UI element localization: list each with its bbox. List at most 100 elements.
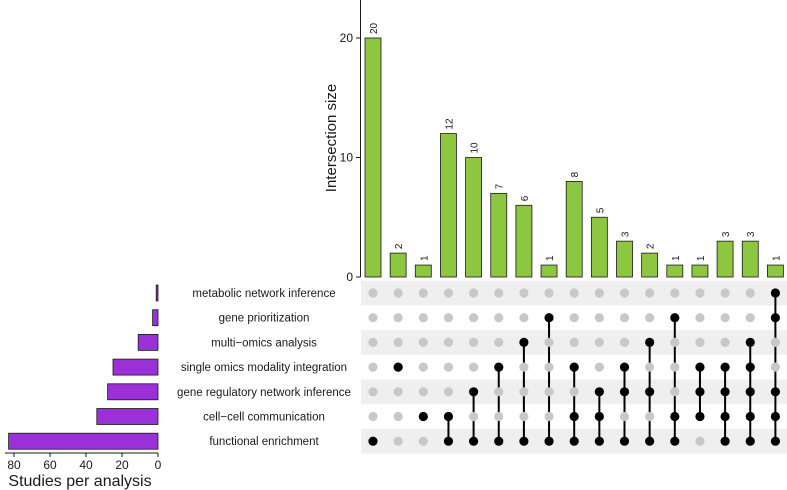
matrix-dot-empty bbox=[418, 387, 428, 397]
matrix-dot-filled bbox=[569, 411, 579, 422]
matrix-dot-empty bbox=[494, 411, 504, 422]
matrix-dot-filled bbox=[645, 436, 655, 446]
matrix-dot-empty bbox=[443, 313, 454, 323]
intersection-value-label: 2 bbox=[394, 243, 405, 249]
matrix-dot-empty bbox=[368, 313, 378, 323]
intersection-value-label: 12 bbox=[444, 118, 455, 130]
matrix-dot-empty bbox=[770, 337, 781, 347]
intersection-value-label: 20 bbox=[369, 22, 380, 34]
matrix-dot-filled bbox=[720, 411, 730, 422]
set-size-x-tick-label: 0 bbox=[155, 458, 162, 472]
matrix-dot-empty bbox=[443, 337, 454, 347]
matrix-dot-empty bbox=[720, 337, 730, 347]
set-size-x-tick-label: 20 bbox=[115, 458, 129, 472]
intersection-bar bbox=[364, 37, 382, 278]
set-size-bar bbox=[112, 358, 159, 376]
matrix-dot-empty bbox=[418, 313, 428, 323]
matrix-dot-filled bbox=[745, 436, 755, 446]
intersection-y-tick-label: 20 bbox=[340, 31, 354, 45]
intersection-bar bbox=[616, 240, 633, 278]
matrix-dot-empty bbox=[393, 313, 403, 323]
intersection-y-tick-label: 0 bbox=[346, 270, 353, 284]
matrix-dot-filled bbox=[770, 313, 781, 323]
matrix-dot-empty bbox=[368, 337, 378, 347]
set-label: cell−cell communication bbox=[203, 412, 325, 424]
matrix-dot-filled bbox=[494, 362, 504, 372]
matrix-dot-empty bbox=[594, 313, 604, 323]
matrix-dot-filled bbox=[720, 362, 730, 372]
matrix-dot-filled bbox=[519, 436, 529, 446]
matrix-dot-empty bbox=[368, 288, 378, 298]
matrix-dot-empty bbox=[569, 337, 579, 347]
matrix-dot-filled bbox=[695, 362, 705, 372]
intersection-value-label: 2 bbox=[646, 243, 657, 249]
matrix-dot-empty bbox=[569, 313, 579, 323]
matrix-dot-filled bbox=[393, 362, 403, 372]
matrix-dot-filled bbox=[594, 387, 604, 397]
matrix-dot-filled bbox=[544, 313, 554, 323]
matrix-dot-filled bbox=[670, 411, 680, 422]
intersection-value-label: 6 bbox=[520, 195, 531, 201]
matrix-dot-filled bbox=[494, 436, 504, 446]
set-size-bar bbox=[8, 432, 159, 450]
matrix-dot-empty bbox=[544, 387, 554, 397]
matrix-dot-filled bbox=[443, 436, 454, 446]
matrix-dot-empty bbox=[670, 387, 680, 397]
matrix-dot-filled bbox=[594, 411, 604, 422]
matrix-dot-empty bbox=[720, 288, 730, 298]
matrix-dot-empty bbox=[393, 337, 403, 347]
set-size-x-tick-label: 40 bbox=[79, 458, 93, 472]
intersection-value-label: 3 bbox=[721, 231, 732, 237]
matrix-dot-empty bbox=[544, 337, 554, 347]
set-size-bar bbox=[137, 333, 159, 351]
set-size-axis-title: Studies per analysis bbox=[8, 473, 151, 490]
intersection-value-label: 1 bbox=[696, 255, 707, 261]
intersection-bar bbox=[641, 252, 659, 278]
intersection-bar bbox=[389, 252, 407, 278]
intersection-bar bbox=[767, 264, 784, 278]
matrix-dot-empty bbox=[469, 337, 479, 347]
intersection-value-label: 1 bbox=[419, 255, 430, 261]
matrix-dot-empty bbox=[569, 288, 579, 298]
matrix-dot-empty bbox=[594, 337, 604, 347]
matrix-dot-empty bbox=[619, 411, 630, 422]
matrix-dot-empty bbox=[519, 288, 529, 298]
matrix-dot-empty bbox=[443, 288, 454, 298]
matrix-dot-empty bbox=[368, 411, 378, 422]
matrix-dot-empty bbox=[418, 362, 428, 372]
matrix-dot-empty bbox=[544, 288, 554, 298]
matrix-dot-empty bbox=[619, 313, 630, 323]
matrix-dot-filled bbox=[594, 436, 604, 446]
matrix-dot-empty bbox=[469, 362, 479, 372]
set-size-x-tick-label: 60 bbox=[43, 458, 57, 472]
matrix-dot-filled bbox=[569, 362, 579, 372]
matrix-dot-empty bbox=[695, 436, 705, 446]
set-label: functional enrichment bbox=[209, 436, 319, 448]
intersection-bar bbox=[565, 180, 583, 278]
intersection-bar bbox=[716, 240, 734, 278]
matrix-dot-empty bbox=[469, 288, 479, 298]
matrix-dot-empty bbox=[695, 288, 705, 298]
intersection-bar bbox=[465, 157, 483, 278]
matrix-dot-filled bbox=[645, 337, 655, 347]
matrix-dot-empty bbox=[594, 362, 604, 372]
matrix-dot-filled bbox=[544, 436, 554, 446]
matrix-dot-empty bbox=[670, 362, 680, 372]
matrix-dot-empty bbox=[494, 313, 504, 323]
matrix-dot-empty bbox=[418, 288, 428, 298]
matrix-dot-empty bbox=[645, 288, 655, 298]
set-label: gene regulatory network inference bbox=[177, 387, 351, 399]
matrix-dot-empty bbox=[469, 411, 479, 422]
matrix-dot-filled bbox=[519, 337, 529, 347]
matrix-dot-empty bbox=[670, 337, 680, 347]
set-size-bar bbox=[96, 408, 159, 425]
intersection-value-label: 10 bbox=[470, 142, 481, 154]
matrix-dot-empty bbox=[619, 288, 630, 298]
matrix-dot-empty bbox=[418, 337, 428, 347]
matrix-dot-filled bbox=[645, 387, 655, 397]
set-size-x-tick-label: 80 bbox=[7, 458, 21, 472]
intersection-bar bbox=[691, 264, 709, 278]
intersection-value-label: 5 bbox=[595, 207, 606, 213]
matrix-dot-filled bbox=[745, 387, 755, 397]
